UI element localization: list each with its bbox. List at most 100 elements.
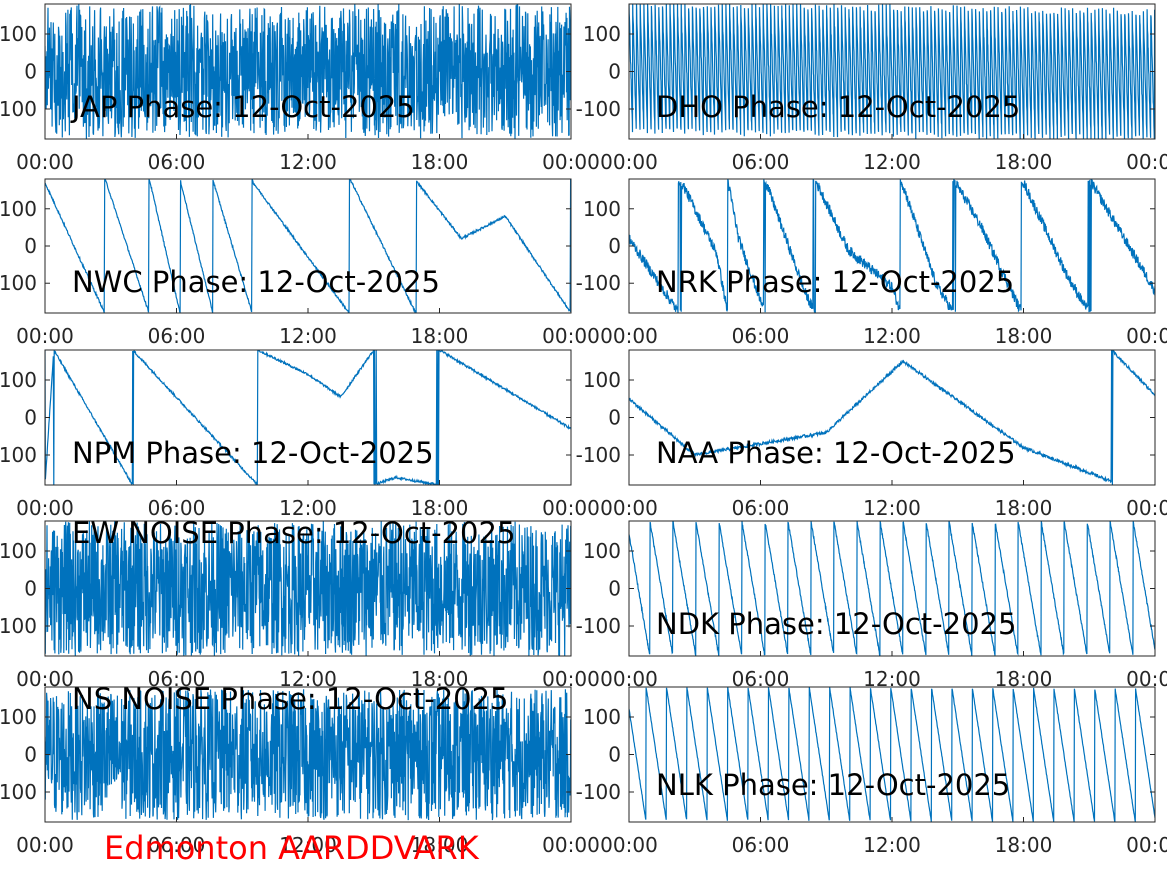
x-tick-label: 06:00 [732, 833, 790, 857]
panel-title: NLK Phase: 12-Oct-2025 [656, 768, 1010, 802]
phase-trace [629, 4, 1155, 139]
phase-trace [45, 688, 571, 821]
panel-title: NWC Phase: 12-Oct-2025 [72, 265, 440, 299]
x-tick-label: 12:00 [863, 496, 921, 520]
y-tick-label: -100 [0, 97, 37, 121]
x-tick-label: 06:00 [732, 324, 790, 348]
x-tick-label: 00:00 [542, 833, 600, 857]
x-tick-label: 00:00 [600, 496, 658, 520]
y-tick-label: -100 [0, 443, 37, 467]
x-tick-label: 18:00 [411, 833, 469, 857]
phase-trace [629, 521, 1155, 656]
phase-panel: -100 0 100 00:00 06:00 12:00 18:00 00:00 NS NOIS… [0, 682, 600, 857]
panel-title: NS NOISE Phase: 12-Oct-2025 [72, 682, 509, 716]
panel-title: DHO Phase: 12-Oct-2025 [656, 90, 1020, 124]
y-tick-label: 100 [0, 368, 37, 392]
x-tick-label: 12:00 [279, 833, 337, 857]
phase-panel: -100 0 100 00:00 06:00 12:00 18:00 00:00 JAP Pha… [0, 3, 600, 174]
x-tick-label: 00:00 [1126, 150, 1167, 174]
x-tick-label: 00:00 [542, 150, 600, 174]
phase-trace [629, 179, 1155, 313]
x-tick-label: 00:00 [1126, 833, 1167, 857]
phase-trace [45, 521, 571, 656]
y-tick-label: -100 [576, 97, 621, 121]
y-tick-label: -100 [576, 271, 621, 295]
x-tick-label: 06:00 [148, 324, 206, 348]
panel-title: NAA Phase: 12-Oct-2025 [656, 436, 1016, 470]
y-tick-label: 0 [24, 60, 37, 84]
y-tick-label: 0 [24, 406, 37, 430]
station-label: Edmonton AARDDVARK [104, 829, 479, 867]
y-tick-label: -100 [0, 780, 37, 804]
x-tick-label: 00:00 [600, 150, 658, 174]
x-tick-label: 00:00 [600, 324, 658, 348]
phase-panel: -100 0 100 00:00 06:00 12:00 18:00 00:00 NRK Pha… [576, 178, 1167, 348]
phase-trace [45, 4, 571, 139]
y-tick-label: 0 [24, 743, 37, 767]
y-tick-label: 100 [0, 539, 37, 563]
y-tick-label: 100 [583, 705, 621, 729]
y-tick-label: 0 [608, 743, 621, 767]
panel-title: NRK Phase: 12-Oct-2025 [656, 265, 1014, 299]
x-tick-label: 18:00 [411, 150, 469, 174]
x-tick-label: 00:00 [16, 324, 74, 348]
y-tick-label: -100 [0, 271, 37, 295]
phase-panel: -100 0 100 00:00 06:00 12:00 18:00 00:00 NWC Pha… [0, 178, 600, 348]
y-tick-label: 0 [24, 577, 37, 601]
panel-title: JAP Phase: 12-Oct-2025 [70, 90, 415, 124]
y-tick-label: -100 [0, 614, 37, 638]
panel-title: EW NOISE Phase: 12-Oct-2025 [72, 516, 515, 550]
x-tick-label: 00:00 [542, 324, 600, 348]
phase-panel: -100 0 100 00:00 06:00 12:00 18:00 00:00 NLK Pha… [576, 686, 1167, 857]
y-tick-label: 100 [0, 22, 37, 46]
x-tick-label: 00:00 [1126, 324, 1167, 348]
phase-trace [629, 687, 1155, 822]
x-tick-label: 00:00 [16, 833, 74, 857]
x-tick-label: 18:00 [995, 150, 1053, 174]
y-tick-label: 0 [608, 406, 621, 430]
x-tick-label: 18:00 [995, 324, 1053, 348]
x-tick-label: 00:00 [542, 496, 600, 520]
y-tick-label: 0 [608, 60, 621, 84]
phase-trace [45, 179, 571, 313]
x-tick-label: 00:00 [16, 496, 74, 520]
y-tick-label: -100 [576, 614, 621, 638]
x-tick-label: 06:00 [732, 496, 790, 520]
phase-panel: -100 0 100 00:00 06:00 12:00 18:00 00:00 NAA Pha… [576, 349, 1167, 520]
phase-panel: -100 0 100 00:00 06:00 12:00 18:00 00:00 DHO Pha… [576, 3, 1167, 174]
y-tick-label: 100 [0, 197, 37, 221]
y-tick-label: 0 [608, 234, 621, 258]
y-tick-label: -100 [576, 443, 621, 467]
x-tick-label: 12:00 [863, 150, 921, 174]
x-tick-label: 12:00 [279, 324, 337, 348]
phase-trace [45, 350, 571, 485]
y-tick-label: -100 [576, 780, 621, 804]
x-tick-label: 18:00 [411, 324, 469, 348]
x-tick-label: 06:00 [148, 150, 206, 174]
phase-panel: -100 0 100 00:00 06:00 12:00 18:00 00:00 NPM Pha… [0, 349, 600, 520]
y-tick-label: 0 [608, 577, 621, 601]
x-tick-label: 06:00 [148, 833, 206, 857]
y-tick-label: 100 [583, 539, 621, 563]
x-tick-label: 12:00 [279, 150, 337, 174]
y-tick-label: 100 [0, 705, 37, 729]
x-tick-label: 18:00 [995, 833, 1053, 857]
panel-title: NPM Phase: 12-Oct-2025 [72, 436, 434, 470]
y-tick-label: 100 [583, 22, 621, 46]
y-tick-label: 100 [583, 368, 621, 392]
y-tick-label: 100 [583, 197, 621, 221]
x-tick-label: 18:00 [995, 496, 1053, 520]
phase-trace [629, 350, 1155, 485]
y-tick-label: 0 [24, 234, 37, 258]
x-tick-label: 12:00 [279, 496, 337, 520]
x-tick-label: 00:00 [1126, 496, 1167, 520]
x-tick-label: 00:00 [600, 833, 658, 857]
x-tick-label: 06:00 [148, 496, 206, 520]
x-tick-label: 12:00 [863, 324, 921, 348]
x-tick-label: 12:00 [863, 833, 921, 857]
x-tick-label: 00:00 [16, 150, 74, 174]
x-tick-label: 06:00 [732, 150, 790, 174]
